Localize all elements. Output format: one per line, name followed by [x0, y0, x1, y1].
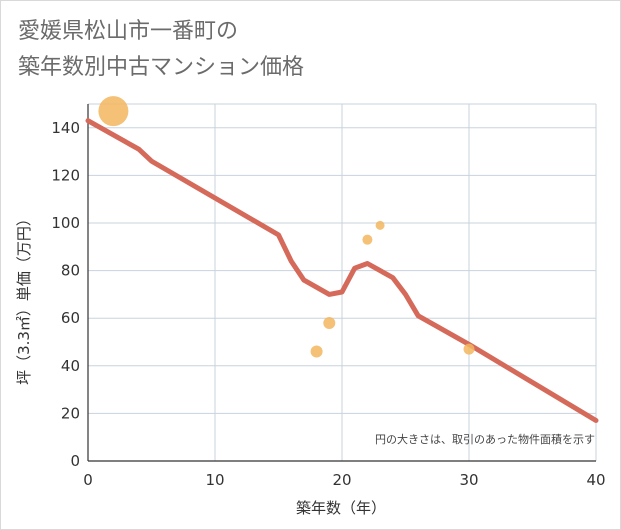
data-point: [375, 220, 385, 230]
y-tick-label: 0: [70, 452, 80, 470]
points-group: [98, 96, 475, 358]
y-tick-label: 60: [61, 309, 80, 327]
trend-line: [85, 118, 599, 423]
data-point: [310, 345, 323, 358]
chart-title: 愛媛県松山市一番町の 築年数別中古マンション価格: [18, 14, 578, 86]
trend-line-group: [85, 118, 599, 423]
title-line-1: 愛媛県松山市一番町の: [18, 19, 239, 44]
y-tick-label: 80: [61, 262, 80, 280]
size-annotation: 円の大きさは、取引のあった物件面積を示す: [375, 432, 595, 446]
x-tick-label: 0: [83, 471, 93, 489]
data-point: [362, 234, 373, 245]
axes: [87, 104, 596, 462]
x-tick-label: 30: [459, 471, 478, 489]
y-tick-label: 140: [51, 119, 80, 137]
grid: [88, 103, 597, 461]
data-point: [323, 316, 336, 329]
y-tick-label: 120: [51, 166, 80, 184]
y-axis-title: 坪（3.3㎡）単価（万円）: [15, 211, 33, 385]
tick-labels: 0 20 40 60 80 100 120 140 0 10 20 30 40: [51, 119, 605, 489]
y-tick-label: 100: [51, 214, 80, 232]
x-axis-title: 築年数（年）: [296, 499, 386, 517]
y-tick-label: 40: [61, 357, 80, 375]
data-point: [98, 96, 129, 127]
x-tick-label: 10: [205, 471, 224, 489]
x-tick-label: 40: [586, 471, 605, 489]
y-tick-label: 20: [61, 404, 80, 422]
data-point: [463, 343, 475, 355]
x-tick-label: 20: [332, 471, 351, 489]
title-line-2: 築年数別中古マンション価格: [18, 55, 305, 80]
